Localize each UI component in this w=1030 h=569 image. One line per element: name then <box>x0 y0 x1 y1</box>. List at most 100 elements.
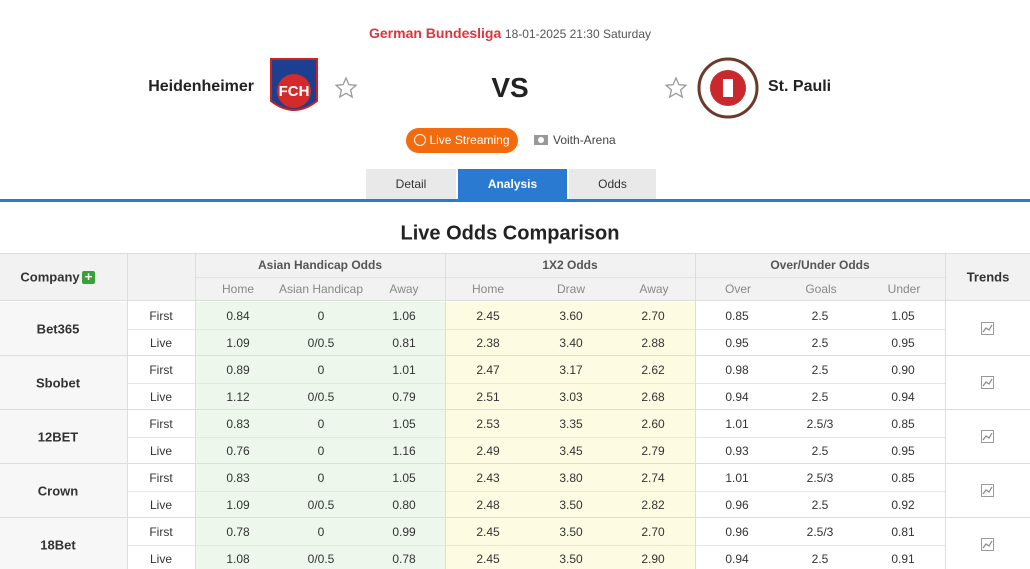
odds-value: 3.60 <box>559 308 583 323</box>
odds-value: 2.68 <box>641 389 665 404</box>
company-cell <box>0 302 127 356</box>
stage-bg <box>127 410 195 464</box>
odds-value: 0.81 <box>392 335 416 350</box>
odds-value: 2.70 <box>641 308 665 323</box>
odds-value: 0.95 <box>891 443 915 458</box>
odds-value: 1.01 <box>392 362 416 377</box>
trends-cell <box>945 302 1030 356</box>
odds-value: 3.45 <box>559 443 583 458</box>
live-streaming-button[interactable]: Live Streaming <box>406 128 518 153</box>
odds-value: 2.70 <box>641 524 665 539</box>
odds-value: 2.45 <box>476 524 500 539</box>
column-divider <box>695 253 696 569</box>
trends-icon[interactable] <box>981 538 994 551</box>
company-cell <box>0 356 127 410</box>
odds-value: 1.06 <box>392 308 416 323</box>
odds-value: 2.48 <box>476 497 500 512</box>
trends-icon[interactable] <box>981 376 994 389</box>
company-name[interactable]: Bet365 <box>36 321 80 337</box>
trends-cell <box>945 464 1030 518</box>
header-divider <box>195 277 945 278</box>
stage-bg <box>127 302 195 356</box>
favorite-star[interactable] <box>664 76 688 100</box>
odds-value: 0.94 <box>891 389 915 404</box>
sub-header: Away <box>389 282 419 296</box>
odds-value: 0.83 <box>226 470 250 485</box>
stage: Live <box>149 497 173 512</box>
odds-value: 2.5 <box>811 308 829 323</box>
trends-cell <box>945 356 1030 410</box>
odds-value: 2.5/3 <box>806 524 834 539</box>
company-name[interactable]: Sbobet <box>35 375 81 391</box>
group-header: Over/Under Odds <box>770 258 870 272</box>
odds-value: 2.90 <box>641 551 665 566</box>
odds-value: 1.01 <box>725 416 749 431</box>
odds-value: 2.5 <box>811 551 829 566</box>
odds-value: 2.38 <box>476 335 500 350</box>
odds-value: 0.94 <box>725 389 749 404</box>
odds-value: 2.79 <box>641 443 665 458</box>
odds-value: 0.96 <box>725 524 749 539</box>
league[interactable]: German Bundesliga <box>369 25 502 41</box>
sub-header: Under <box>887 282 921 296</box>
odds-value: 2.62 <box>641 362 665 377</box>
company-name[interactable]: Crown <box>37 483 79 499</box>
odds-value: 0 <box>317 443 325 458</box>
odds-value: 2.5 <box>811 362 829 377</box>
odds-value: 0.85 <box>725 308 749 323</box>
odds-value: 2.5 <box>811 497 829 512</box>
odds-value: 2.74 <box>641 470 665 485</box>
company-cell <box>0 410 127 464</box>
tab[interactable]: Analysis <box>458 169 567 199</box>
odds-value: 0 <box>317 524 325 539</box>
tab[interactable]: Detail <box>366 169 456 199</box>
odds-value: 0.90 <box>891 362 915 377</box>
odds-value: 0/0.5 <box>307 389 335 404</box>
expand-icon[interactable]: + <box>82 270 95 284</box>
trends-icon[interactable] <box>981 322 994 335</box>
odds-value: 2.88 <box>641 335 665 350</box>
trends-icon[interactable] <box>981 484 994 497</box>
stage: Live <box>149 335 173 350</box>
venue-icon <box>534 135 548 145</box>
stage-bg <box>127 464 195 518</box>
odds-value: 1.05 <box>392 470 416 485</box>
group-bg <box>695 518 945 569</box>
away-team[interactable]: St. Pauli <box>768 78 832 95</box>
stage: First <box>149 416 173 431</box>
stage: First <box>149 524 173 539</box>
sub-header: Home <box>221 282 255 296</box>
odds-value: 2.51 <box>476 389 500 404</box>
odds-value: 0.78 <box>392 551 416 566</box>
odds-value: 3.17 <box>559 362 583 377</box>
trends-icon[interactable] <box>981 430 994 443</box>
odds-value: 3.03 <box>559 389 583 404</box>
odds-value: 0.96 <box>725 497 749 512</box>
home-team[interactable]: Heidenheimer <box>148 78 254 95</box>
odds-value: 0 <box>317 416 325 431</box>
trends-header: Trends <box>966 269 1010 285</box>
tab[interactable]: Odds <box>569 169 656 199</box>
odds-value: 0 <box>317 308 325 323</box>
datetime: 18-01-2025 21:30 Saturday <box>504 27 651 41</box>
odds-value: 1.01 <box>725 470 749 485</box>
odds-value: 3.80 <box>559 470 583 485</box>
odds-value: 3.50 <box>559 524 583 539</box>
sub-header: Away <box>639 282 669 296</box>
column-divider <box>127 253 128 569</box>
trends-cell <box>945 410 1030 464</box>
odds-value: 0/0.5 <box>307 497 335 512</box>
odds-value: 3.50 <box>559 497 583 512</box>
odds-value: 1.05 <box>891 308 915 323</box>
company-name[interactable]: 18Bet <box>40 537 76 553</box>
venue: Voith-Arena <box>553 133 616 147</box>
odds-value: 0.83 <box>226 416 250 431</box>
odds-value: 1.08 <box>226 551 250 566</box>
odds-value: 0.94 <box>725 551 749 566</box>
stage: First <box>149 470 173 485</box>
company-name[interactable]: 12BET <box>37 429 79 445</box>
odds-value: 1.05 <box>392 416 416 431</box>
favorite-star[interactable] <box>334 76 358 100</box>
match-info: German Bundesliga 18-01-2025 21:30 Satur… <box>0 25 1020 41</box>
odds-value: 3.50 <box>559 551 583 566</box>
